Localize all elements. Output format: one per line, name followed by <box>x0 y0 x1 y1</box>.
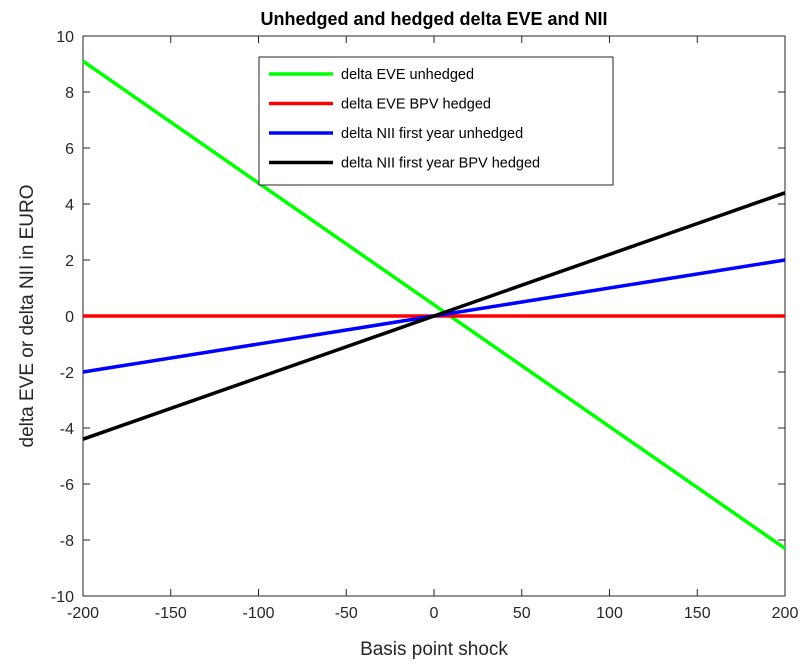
x-tick-label: 100 <box>596 605 623 622</box>
y-tick-label: -6 <box>60 477 74 494</box>
x-tick-label: 150 <box>684 605 711 622</box>
x-tick-label: -50 <box>335 605 358 622</box>
x-tick-label: 50 <box>513 605 531 622</box>
y-tick-label: 6 <box>65 141 74 158</box>
y-tick-label: -2 <box>60 365 74 382</box>
y-axis-label: delta EVE or delta NII in EURO <box>17 185 38 448</box>
series-line <box>82 191 786 441</box>
series-line <box>82 59 786 550</box>
x-tick-label: 200 <box>772 605 799 622</box>
y-tick-label: -8 <box>60 533 74 550</box>
x-tick-label: -200 <box>67 605 99 622</box>
x-tick-label: 0 <box>430 605 439 622</box>
legend: delta EVE unhedged delta EVE BPV hedged de… <box>258 56 614 186</box>
legend-entry: delta EVE BPV hedged <box>341 97 491 113</box>
y-tick-label: 2 <box>65 253 74 270</box>
y-tick-label: 4 <box>65 197 74 214</box>
legend-entry: delta EVE unhedged <box>341 67 474 83</box>
y-tick-label: 8 <box>65 85 74 102</box>
x-axis-label: Basis point shock <box>360 639 508 660</box>
y-tick-label: 10 <box>56 29 74 46</box>
data-series <box>82 59 786 550</box>
y-tick-label: 0 <box>65 309 74 326</box>
x-tick-label: -150 <box>155 605 187 622</box>
x-tick-label: -100 <box>242 605 274 622</box>
y-tick-label: -10 <box>51 589 74 606</box>
legend-entry: delta NII first year unhedged <box>341 126 523 142</box>
axis-ticks: -200 -150 -100 -50 0 50 100 150 200 -10 -8 -6 -4 -2 0 2… <box>51 29 799 622</box>
legend-entry: delta NII first year BPV hedged <box>341 156 540 172</box>
chart-title: Unhedged and hedged delta EVE and NII <box>260 9 607 29</box>
y-tick-label: -4 <box>60 421 74 438</box>
